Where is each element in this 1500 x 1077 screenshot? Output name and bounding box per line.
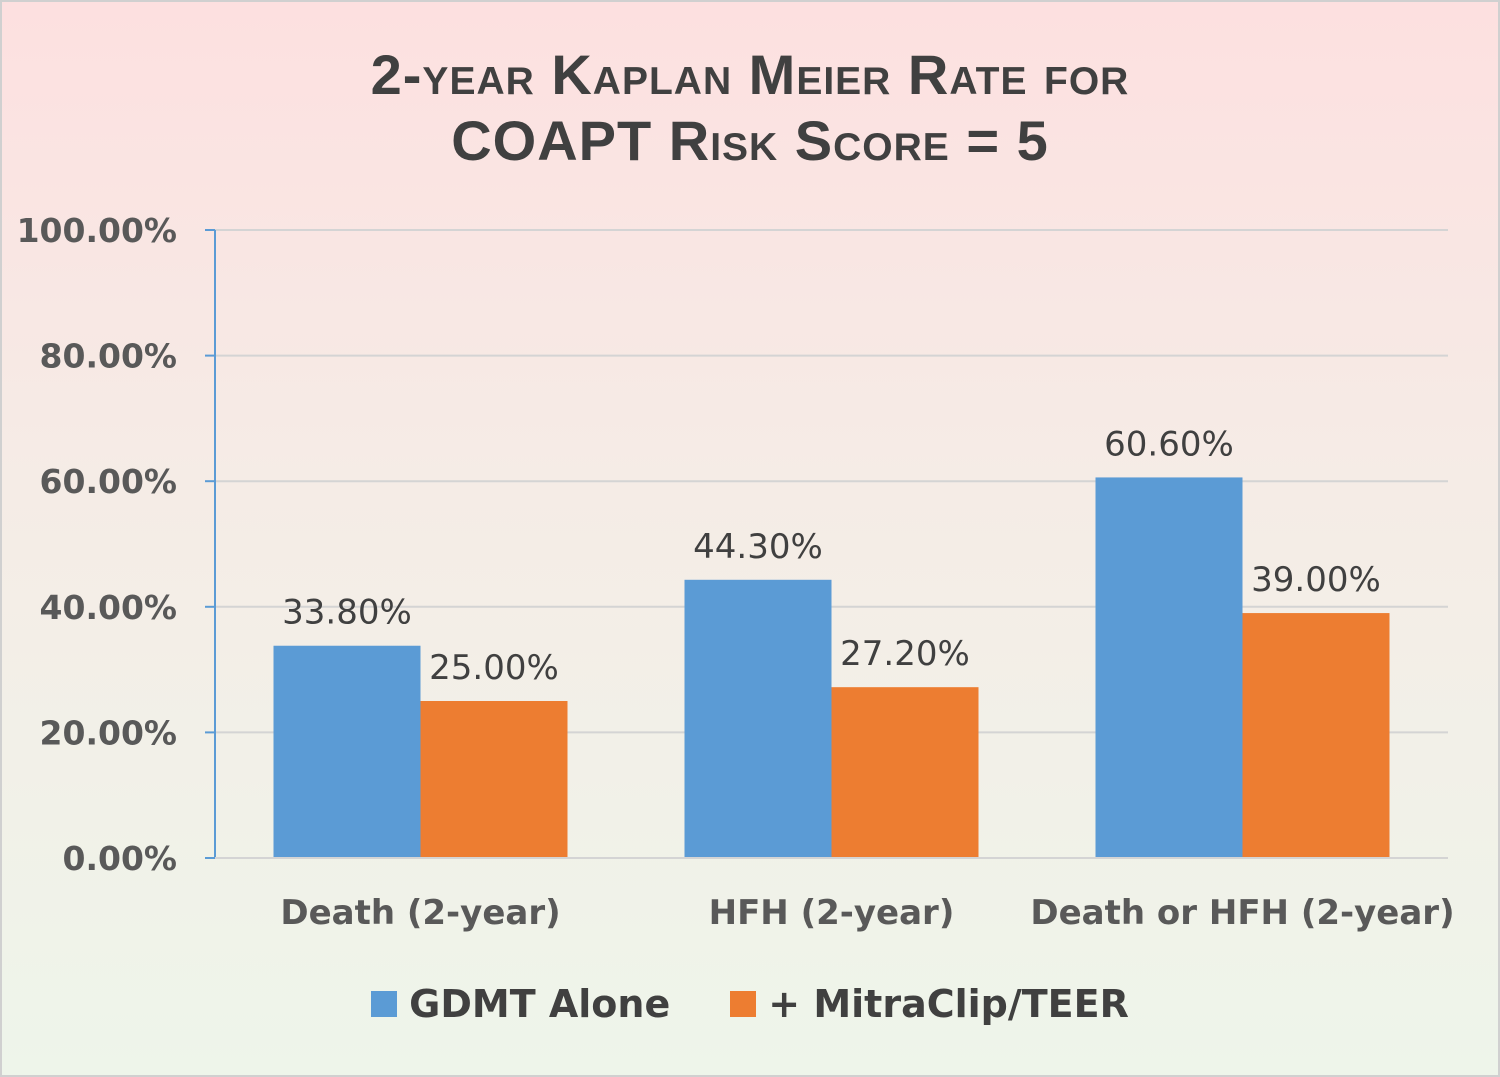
bar	[684, 579, 832, 858]
y-tick-label: 80.00%	[40, 337, 177, 376]
bar	[1095, 477, 1243, 858]
x-category-label: Death (2-year)	[280, 893, 560, 933]
legend-swatch-mitraclip	[730, 991, 757, 1017]
x-category-label: HFH (2-year)	[709, 893, 955, 933]
chart-title-line-2: COAPT Risk Score = 5	[451, 109, 1049, 172]
legend-label-mitraclip: + MitraClip/TEER	[768, 982, 1129, 1026]
legend: GDMT Alone + MitraClip/TEER	[0, 982, 1500, 1026]
y-tick-label: 100.00%	[17, 211, 177, 250]
data-label: 27.20%	[840, 634, 970, 674]
legend-label-gdmt: GDMT Alone	[409, 982, 671, 1026]
chart-title-line-1: 2-year Kaplan Meier Rate for	[370, 43, 1130, 106]
data-label: 39.00%	[1251, 560, 1381, 600]
y-tick-label: 40.00%	[40, 588, 177, 627]
bar	[831, 687, 979, 858]
y-tick-label: 60.00%	[40, 462, 177, 501]
data-label: 25.00%	[429, 648, 559, 688]
legend-item-gdmt: GDMT Alone	[371, 982, 670, 1026]
legend-swatch-gdmt	[371, 991, 398, 1017]
y-tick-label: 20.00%	[40, 713, 177, 752]
data-label: 60.60%	[1104, 424, 1234, 464]
data-label: 44.30%	[693, 527, 823, 567]
bar	[420, 701, 568, 858]
bar	[273, 645, 421, 858]
x-category-label: Death or HFH (2-year)	[1030, 893, 1454, 933]
y-tick-label: 0.00%	[63, 839, 178, 878]
bar	[1242, 613, 1390, 858]
data-label: 33.80%	[282, 593, 412, 633]
legend-item-mitraclip: + MitraClip/TEER	[730, 982, 1129, 1026]
